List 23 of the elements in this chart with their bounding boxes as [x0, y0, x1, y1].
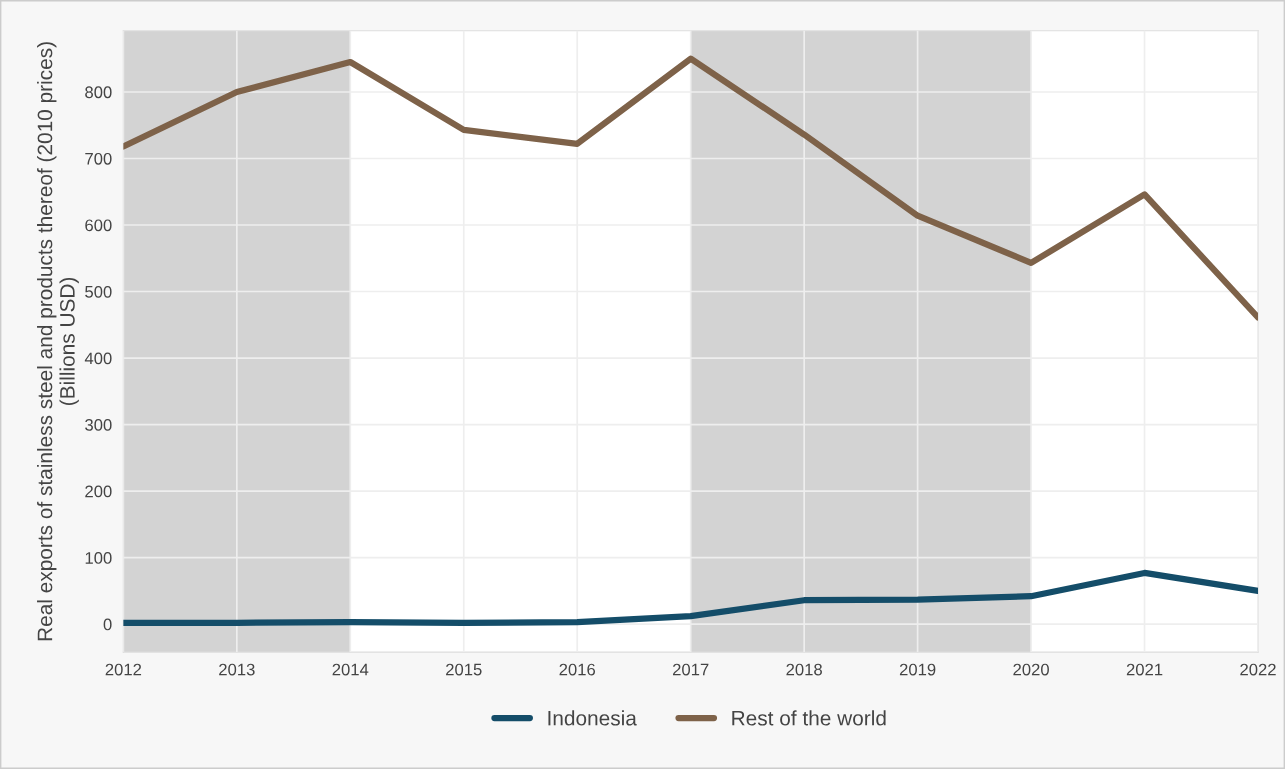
x-tick-label: 2017 [672, 663, 709, 676]
y-tick-label: 300 [85, 418, 112, 431]
y-tick-label: 0 [103, 618, 112, 631]
y-tick-label: 200 [85, 485, 112, 498]
x-tick-label: 2016 [559, 663, 596, 676]
y-axis-title: Real exports of stainless steel and products thereof (2010 prices) (Billions USD) [37, 42, 79, 641]
x-tick-label: 2014 [332, 663, 369, 676]
y-tick-label: 600 [85, 219, 112, 232]
x-tick-label: 2021 [1126, 663, 1163, 676]
legend-label: Rest of the world [732, 710, 886, 726]
x-tick-label: 2020 [1013, 663, 1049, 676]
x-tick-label: 2013 [219, 663, 255, 676]
legend-label: Indonesia [548, 710, 637, 726]
y-tick-label: 400 [84, 352, 112, 365]
x-tick-label: 2012 [105, 663, 142, 676]
y-tick-label: 800 [85, 86, 112, 99]
x-tick-label: 2018 [786, 663, 822, 676]
y-tick-label: 500 [85, 285, 112, 298]
x-tick-label: 2022 [1240, 663, 1276, 676]
y-tick-label: 100 [85, 552, 112, 564]
x-tick-label: 2015 [446, 663, 482, 676]
y-tick-label: 700 [85, 152, 112, 165]
x-tick-label: 2019 [899, 663, 936, 676]
